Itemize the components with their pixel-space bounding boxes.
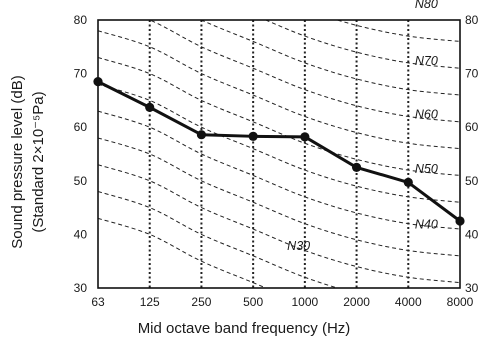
x-tick-250: 250 [191,295,211,309]
series-line [97,80,461,223]
curve-labels: N80 N70 N60 N50 N40 N30 [287,0,438,253]
nc-curve-N50 [98,57,460,176]
x-tick-8000: 8000 [447,295,474,309]
y-axis-label-standard: (Standard 2×10⁻⁵Pa) [30,91,47,232]
y-tick-left-30: 30 [74,281,88,295]
y-tick-labels-left: 30 40 50 60 70 80 [74,13,88,295]
curve-label-N30: N30 [287,239,310,253]
nc-curve-N30 [98,164,460,284]
y-axis-label: Sound pressure level (dB) [9,75,26,248]
nc-curve-unlabeled-11 [98,137,460,257]
nc-curve-unlabeled-13 [98,217,268,288]
nc-curve-N40 [98,110,460,230]
noise-criteria-curves [98,0,460,288]
curve-label-N80: N80 [415,0,438,11]
data-point-4000 [403,177,413,188]
data-point-2000 [351,162,362,172]
x-tick-2000: 2000 [343,295,370,309]
nc-curve-N70 [264,20,460,69]
y-tick-right-30: 30 [465,281,479,295]
nc-curve-unlabeled-8 [200,20,460,96]
plot-frame [97,19,461,289]
y-tick-right-50: 50 [465,174,479,188]
data-point-63 [93,77,103,87]
curve-label-N60: N60 [415,107,438,121]
data-point-1000 [300,132,310,142]
x-tick-125: 125 [140,295,160,309]
y-tick-left-40: 40 [74,227,88,241]
x-tick-4000: 4000 [395,295,422,309]
y-tick-right-60: 60 [465,120,479,134]
curve-label-N70: N70 [415,54,438,68]
x-tick-1000: 1000 [292,295,319,309]
x-tick-63: 63 [91,295,105,309]
x-tick-labels: 63 125 250 500 1000 2000 4000 8000 [91,295,473,309]
curve-label-N40: N40 [415,218,438,232]
vertical-gridlines [148,20,410,288]
y-tick-left-60: 60 [74,120,88,134]
y-tick-left-80: 80 [74,13,88,27]
data-point-250 [196,130,207,140]
nc-curve-unlabeled-10 [98,83,460,203]
nc-curve-unlabeled-9 [98,30,460,150]
y-tick-left-50: 50 [74,174,88,188]
nc-curve-unlabeled-12 [98,191,340,288]
nc-curve-N60 [148,20,460,123]
curve-label-N50: N50 [415,162,438,176]
y-tick-left-70: 70 [74,67,88,81]
nc-curve-N80 [98,0,460,15]
measured-series [93,77,465,226]
y-tick-right-80: 80 [465,13,479,27]
x-tick-500: 500 [243,295,263,309]
y-tick-right-70: 70 [465,67,479,81]
x-axis-label: Mid octave band frequency (Hz) [138,320,351,337]
y-tick-right-40: 40 [465,227,479,241]
data-point-500 [248,131,258,141]
data-point-125 [145,102,155,112]
y-tick-labels-right: 30 40 50 60 70 80 [465,13,479,295]
data-point-8000 [455,216,465,226]
